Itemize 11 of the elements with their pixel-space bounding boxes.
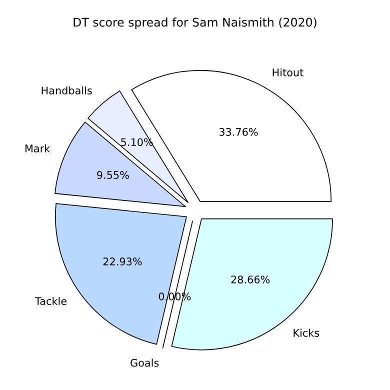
category-label: Goals [130, 358, 159, 367]
chart-title: DT score spread for Sam Naismith (2020) [74, 18, 316, 29]
data-label: 9.55% [97, 171, 129, 179]
slice-label: Handballs [42, 86, 92, 94]
slice-label: Hitout [272, 68, 304, 76]
data-label: 22.93% [103, 258, 142, 266]
slice-label: Tackle [34, 296, 67, 306]
data-label: 28.66% [231, 276, 270, 284]
data-label: 33.76% [219, 128, 258, 136]
slice-label: Mark [25, 144, 50, 152]
slice-label: Kicks [294, 328, 320, 337]
